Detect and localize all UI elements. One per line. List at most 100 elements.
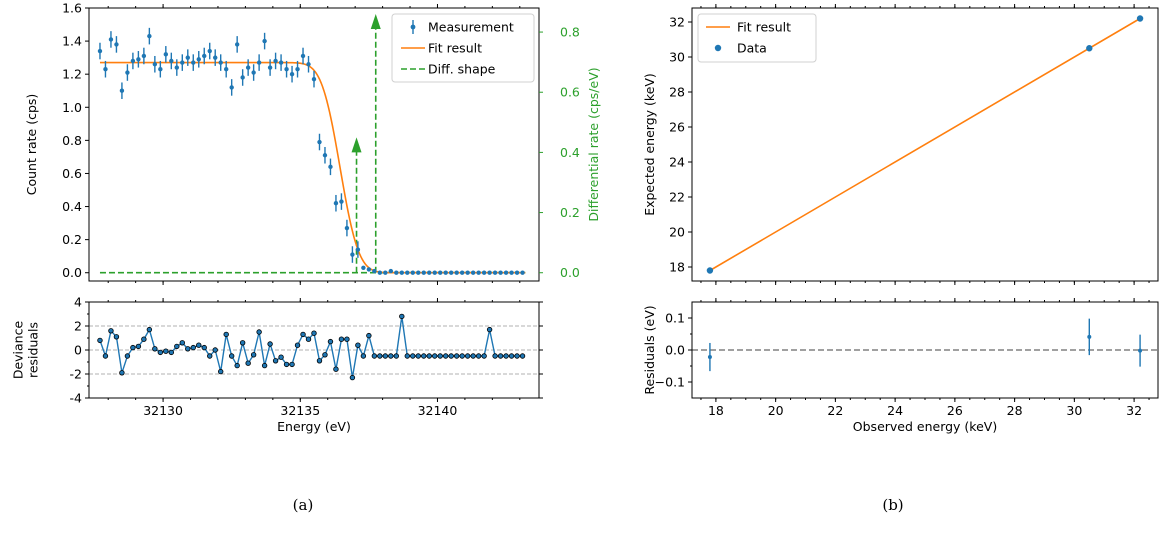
residual-point-76 xyxy=(514,353,520,359)
b-bottom-ytick-label-1: 0.0 xyxy=(665,343,685,358)
b-bottom-ylabel: Residuals (eV) xyxy=(642,305,657,394)
measurement-point-67 xyxy=(465,270,470,275)
measurement-point-31 xyxy=(267,65,273,70)
b-top-ytick-label-6: 30 xyxy=(669,50,685,65)
a-bottom-xtick-label-1: 32135 xyxy=(280,403,320,418)
residual-point-36 xyxy=(294,342,301,348)
a-bottom-ytick-label-2: 0 xyxy=(74,343,82,358)
residual-point-12 xyxy=(163,348,169,354)
residual-point-8 xyxy=(141,336,147,342)
residual-point-9 xyxy=(146,326,153,333)
residual-point-57 xyxy=(410,353,416,359)
measurement-point-23 xyxy=(223,67,229,72)
legend-b-box xyxy=(697,13,817,63)
legend-measurement-label: Measurement xyxy=(428,20,514,35)
measurement-point-9 xyxy=(147,33,152,39)
measurement-point-64 xyxy=(448,270,454,275)
measurement-point-36 xyxy=(295,67,300,72)
residual-point-46 xyxy=(349,374,356,381)
a-bottom-xlabel: Energy (eV) xyxy=(277,419,351,434)
residual-point-70 xyxy=(481,353,487,359)
measurement-point-14 xyxy=(174,65,180,70)
measurement-point-42 xyxy=(328,164,333,170)
residual-point-19 xyxy=(201,344,207,351)
measurement-point-32 xyxy=(273,58,278,64)
a-top-y2tick-label-2: 0.4 xyxy=(560,145,580,160)
measurement-point-60 xyxy=(427,270,432,275)
measurement-point-17 xyxy=(191,60,196,65)
legend-measurement-marker xyxy=(410,24,416,30)
residual-point-4 xyxy=(119,370,125,376)
measurement-point-18 xyxy=(196,57,201,62)
a-bottom-ytick-label-1: 2 xyxy=(74,319,82,334)
a-top-ytick-label-4: 0.8 xyxy=(62,133,82,148)
measurement-point-12 xyxy=(163,52,169,57)
residual-point-58 xyxy=(415,353,421,359)
residual-point-25 xyxy=(234,362,240,369)
residual-point-49 xyxy=(366,332,372,339)
measurement-point-0 xyxy=(97,48,103,54)
a-top-ylabel: Count rate (cps) xyxy=(24,94,39,196)
measurement-point-24 xyxy=(229,85,234,90)
a-bottom-ylabel-line-1: residuals xyxy=(26,322,41,378)
b-bottom-ylabel-line-0: Residuals (eV) xyxy=(642,305,657,394)
residual-point-18 xyxy=(196,342,202,348)
residual-point-75 xyxy=(508,353,515,359)
measurement-point-37 xyxy=(300,53,306,59)
measurement-point-74 xyxy=(503,270,509,275)
residual-point-3 xyxy=(113,334,120,340)
b-bottom-xlabel: Observed energy (keV) xyxy=(853,419,997,434)
residual-point-31 xyxy=(267,341,273,347)
a-bottom-xtick-label-2: 32140 xyxy=(418,403,458,418)
measurement-point-8 xyxy=(141,53,147,59)
measurement-point-50 xyxy=(372,268,377,274)
residual-point-13 xyxy=(168,349,175,356)
measurement-point-66 xyxy=(459,270,465,275)
residual-point-38 xyxy=(305,336,312,342)
residual-point-37 xyxy=(300,331,306,338)
residual-point-39 xyxy=(311,330,317,336)
residual-point-2 xyxy=(108,328,114,334)
a-top-ytick-label-8: 1.6 xyxy=(62,1,82,16)
measurement-point-2 xyxy=(108,37,114,42)
residual-point-0 xyxy=(97,337,103,344)
b-top-ylabel-line-0: Expected energy (keV) xyxy=(642,73,657,216)
residual-point-61 xyxy=(432,353,438,359)
b-bottom-xtick-label-3: 24 xyxy=(887,403,903,418)
panel-b-top: 18 20 22 24 26 28 30 32 Expected energy (keV) Fit… xyxy=(642,4,1159,285)
residual-point-40 xyxy=(316,358,323,364)
measurement-point-15 xyxy=(180,60,185,65)
residual-point-24 xyxy=(228,353,235,359)
measurement-point-26 xyxy=(240,75,245,80)
legend-b-data-label: Data xyxy=(737,41,767,56)
b-bottom-xtick-label-6: 30 xyxy=(1066,403,1082,418)
a-top-y2tick-label-0: 0.0 xyxy=(560,265,580,280)
residual-point-51 xyxy=(377,353,383,359)
measurement-point-75 xyxy=(509,270,514,275)
residual-point-60 xyxy=(426,353,432,359)
diff-shape-arrow-head-1 xyxy=(370,14,381,30)
b-bottom-xtick-label-2: 22 xyxy=(827,403,843,418)
residual-point-43 xyxy=(333,366,339,372)
measurement-point-33 xyxy=(278,60,284,65)
measurement-point-58 xyxy=(416,270,421,275)
measurement-point-59 xyxy=(421,270,426,275)
residual-point-54 xyxy=(393,353,400,359)
residual-point-27 xyxy=(245,360,251,366)
residual-point-28 xyxy=(250,352,257,358)
panel-a-top-frame xyxy=(88,7,540,282)
a-top-ytick-label-6: 1.2 xyxy=(62,67,82,82)
measurement-point-70 xyxy=(481,270,487,275)
residual-point-66 xyxy=(459,353,465,359)
measurement-point-22 xyxy=(218,60,223,65)
residual-point-56 xyxy=(404,353,410,359)
b-top-ytick-label-4: 26 xyxy=(669,120,685,135)
b-top-ytick-label-0: 18 xyxy=(669,260,685,275)
residual-point-34 xyxy=(283,361,290,368)
measurement-point-16 xyxy=(185,55,190,60)
measurement-point-34 xyxy=(284,67,289,72)
a-top-ylabel-line-0: Count rate (cps) xyxy=(24,94,39,196)
measurement-point-52 xyxy=(383,270,388,275)
b-top-ytick-label-3: 24 xyxy=(669,155,685,170)
b-fit-line xyxy=(709,17,1141,272)
